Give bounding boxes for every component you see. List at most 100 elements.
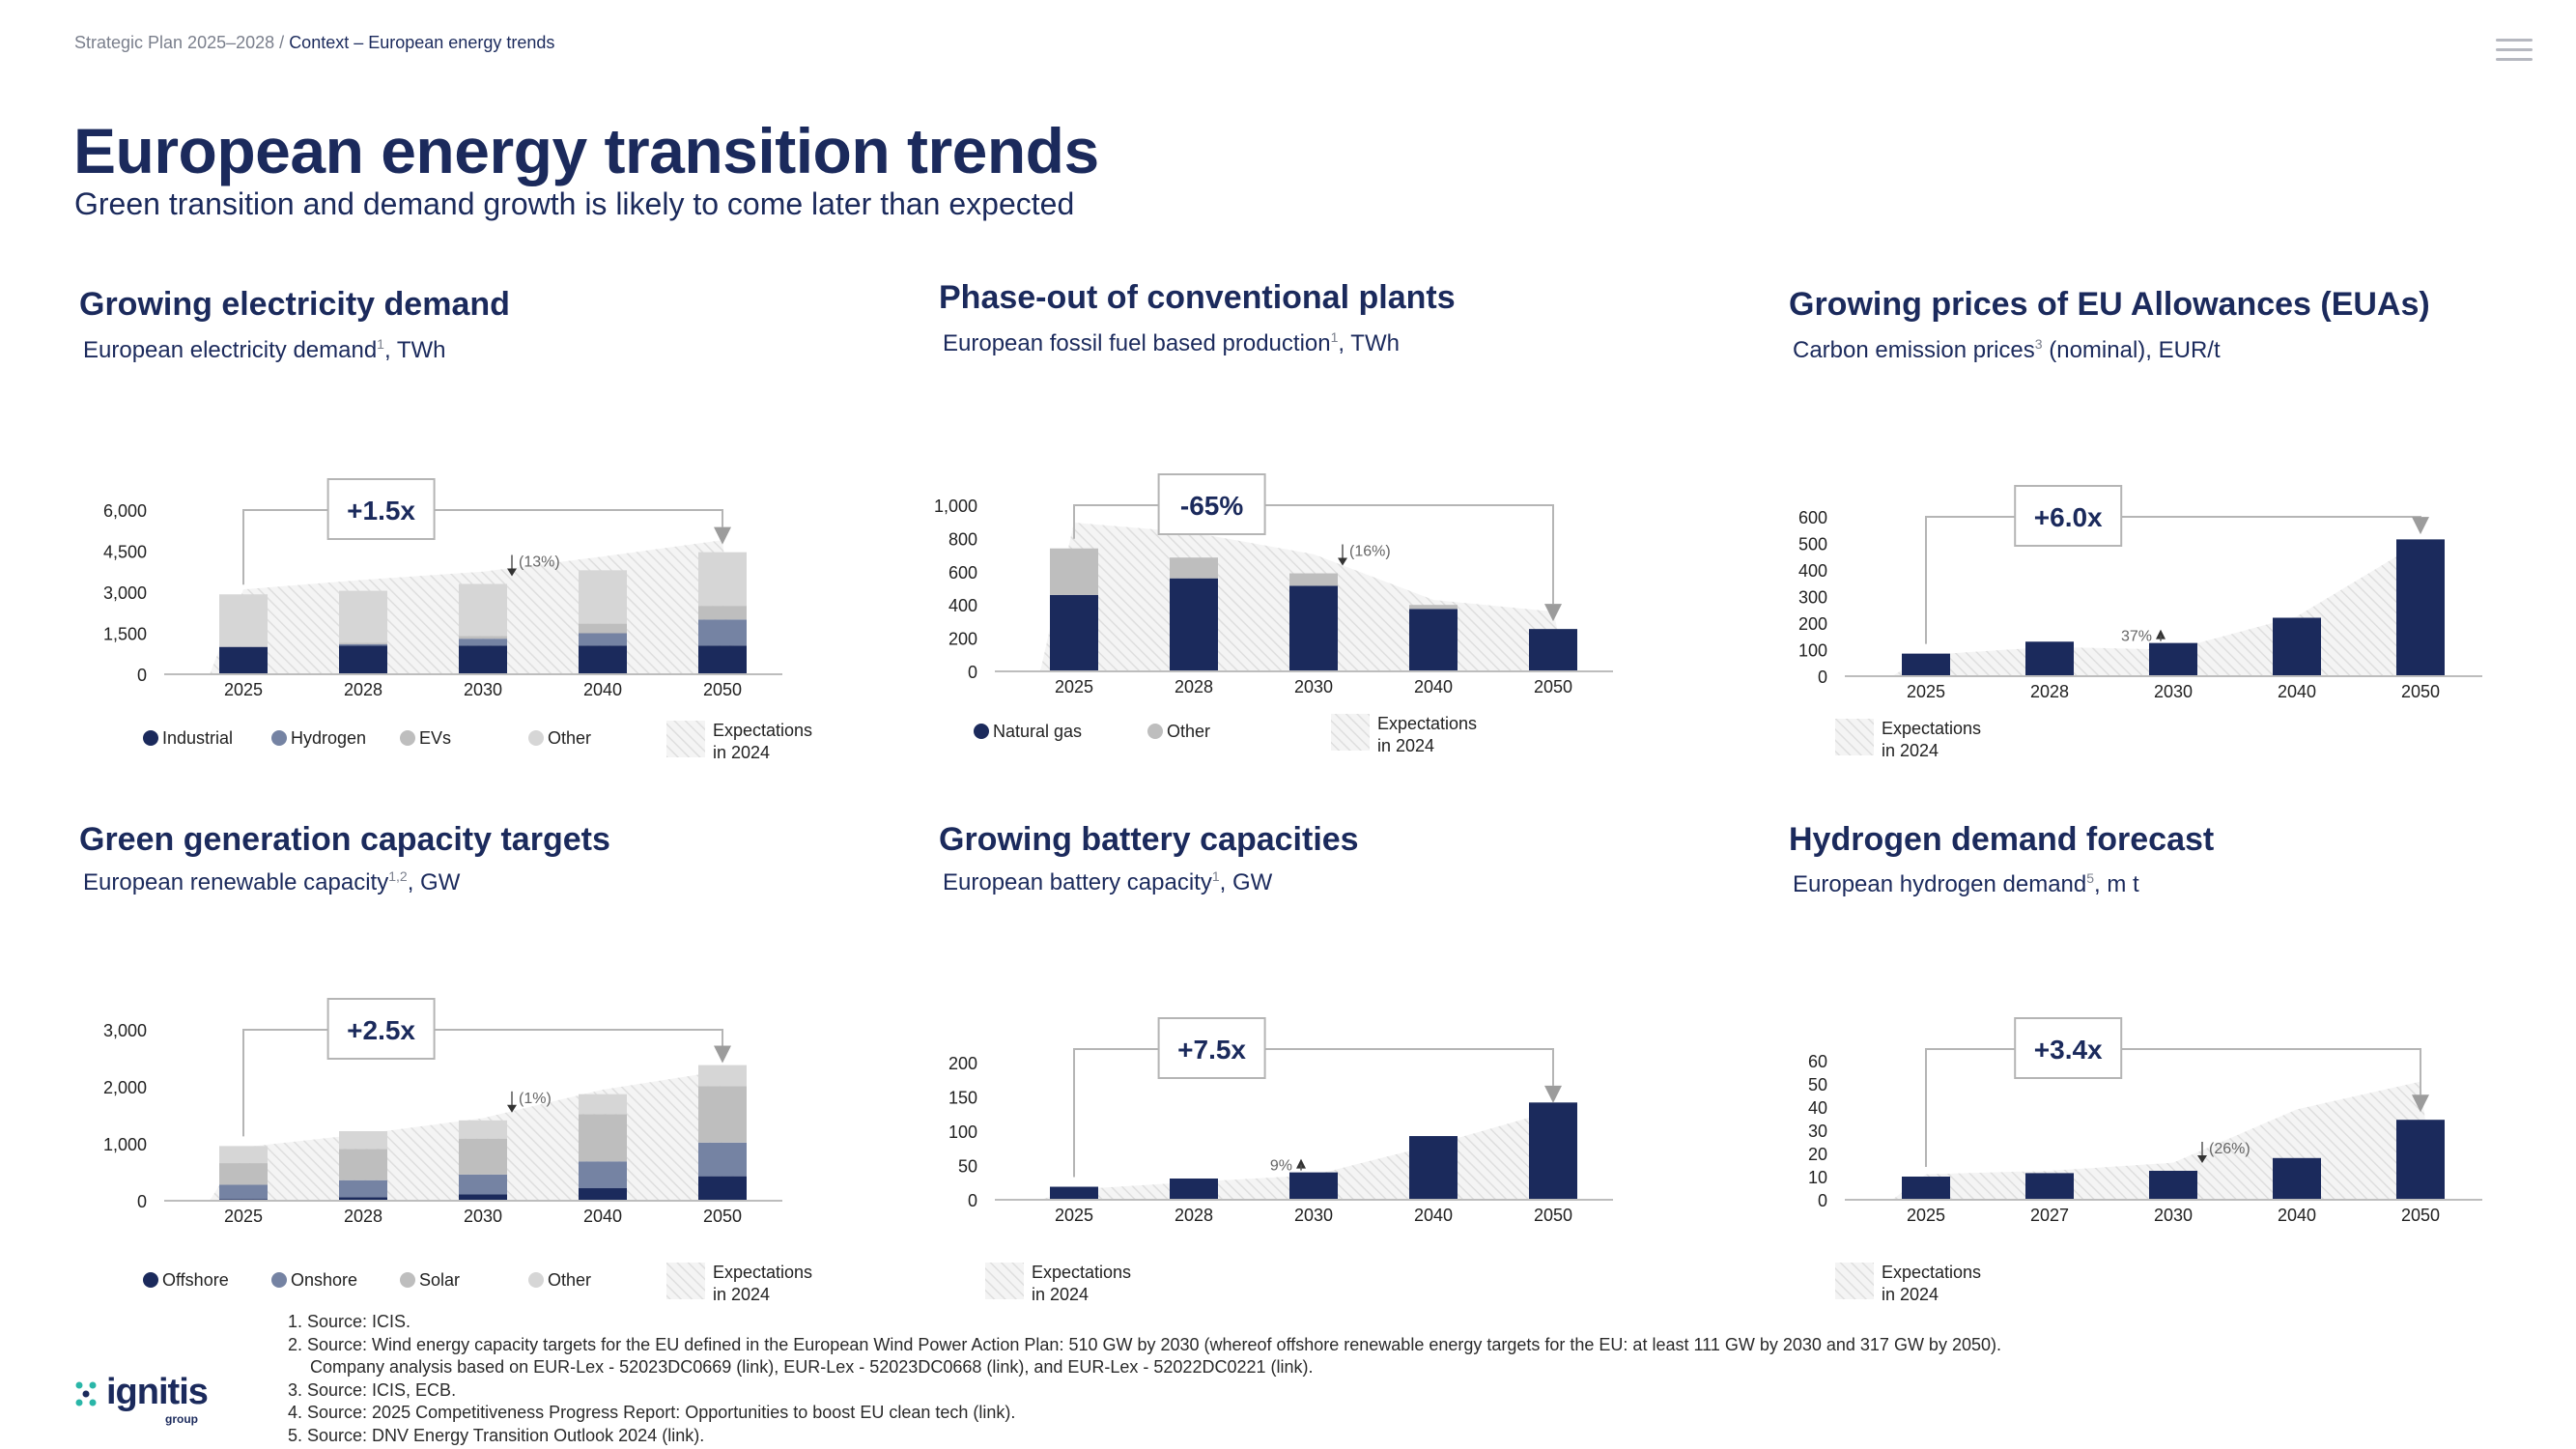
legend-expectations-swatch — [1331, 714, 1370, 751]
y-tick-label: 0 — [968, 1191, 977, 1210]
annotation-label: (26%) — [2209, 1141, 2250, 1157]
logo-word: ignitis — [106, 1372, 209, 1412]
bar-other — [1289, 573, 1338, 586]
logo-group: group — [165, 1412, 198, 1426]
y-tick-label: 200 — [948, 1054, 977, 1073]
x-tick-label: 2050 — [703, 1207, 742, 1226]
y-tick-label: 0 — [137, 1192, 147, 1211]
chart-title: Growing prices of EU Allowances (EUAs) — [1789, 286, 2430, 323]
chart-green-capacity: Green generation capacity targets Europea… — [58, 819, 831, 1304]
chart-subtitle: European hydrogen demand5, m t — [1793, 870, 2139, 897]
bar-offshore — [459, 1194, 507, 1201]
y-tick-label: 3,000 — [103, 1021, 147, 1040]
bar-other — [1409, 605, 1458, 610]
legend-expectations-line1: Expectations — [1882, 1263, 1981, 1282]
legend-label: Natural gas — [993, 722, 1082, 741]
bar-solar — [698, 1086, 747, 1143]
bar-onshore — [698, 1142, 747, 1177]
growth-bracket — [1925, 516, 2421, 644]
growth-label: +6.0x — [2034, 502, 2103, 532]
bar-other — [698, 552, 747, 607]
x-tick-label: 2040 — [1414, 1206, 1453, 1225]
chart-green-svg: Green generation capacity targets Europea… — [79, 821, 812, 1304]
bar-evs — [698, 606, 747, 620]
x-tick-label: 2030 — [464, 680, 502, 699]
menu-icon[interactable] — [2496, 39, 2533, 64]
bar-eua-price — [2396, 539, 2445, 676]
legend-expectations-swatch — [666, 721, 705, 757]
growth-label-box — [2014, 1017, 2123, 1079]
y-tick-label: 400 — [948, 596, 977, 615]
bar-other — [339, 590, 387, 643]
x-tick-label: 2030 — [2154, 682, 2193, 701]
bar-hydrogen — [339, 643, 387, 646]
y-tick-label: 0 — [1818, 668, 1827, 687]
x-tick-label: 2030 — [1294, 677, 1333, 696]
breadcrumb-root[interactable]: Strategic Plan 2025–2028 / — [74, 33, 285, 52]
page-subtitle: Green transition and demand growth is li… — [74, 186, 1075, 221]
legend-label: Other — [548, 728, 591, 748]
annotation-arrow-icon — [507, 568, 517, 577]
bar-solar — [459, 1138, 507, 1175]
x-tick-label: 2040 — [2278, 1206, 2316, 1225]
footnotes: 1. Source: ICIS. 2. Source: Wind energy … — [288, 1311, 2001, 1447]
bar-natural-gas — [1050, 594, 1098, 671]
legend-label: Hydrogen — [291, 728, 366, 748]
legend-label: Onshore — [291, 1270, 357, 1290]
y-tick-label: 50 — [958, 1157, 977, 1177]
y-tick-label: 4,500 — [103, 543, 147, 562]
bar-evs — [339, 642, 387, 644]
annotation-arrow-icon — [1296, 1158, 1306, 1169]
footnote-5[interactable]: 5. Source: DNV Energy Transition Outlook… — [288, 1425, 705, 1445]
chart-battery-capacity: Growing battery capacities European batte… — [918, 819, 1690, 1304]
annotation-arrow-icon — [507, 1104, 517, 1113]
legend-marker — [400, 1272, 415, 1288]
chart-eu-allowances: Growing prices of EU Allowances (EUAs) Ca… — [1768, 280, 2560, 773]
footnote-2: 2. Source: Wind energy capacity targets … — [288, 1334, 2001, 1354]
x-tick-label: 2025 — [1907, 1206, 1945, 1225]
y-tick-label: 30 — [1808, 1122, 1827, 1141]
legend-expectations-swatch — [666, 1263, 705, 1299]
breadcrumb-current: Context – European energy trends — [289, 33, 555, 52]
bar-other — [219, 1146, 268, 1164]
chart-conventional-svg: Phase-out of conventional plants European… — [934, 279, 1613, 755]
legend-expectations-line1: Expectations — [1032, 1263, 1131, 1282]
y-tick-label: 500 — [1798, 535, 1827, 554]
y-tick-label: 1,500 — [103, 625, 147, 644]
x-tick-label: 2030 — [464, 1207, 502, 1226]
bar-other — [459, 1120, 507, 1139]
chart-subtitle: European renewable capacity1,2, GW — [83, 868, 461, 895]
footnote-3: 3. Source: ICIS, ECB. — [288, 1379, 457, 1400]
bar-solar — [579, 1114, 627, 1162]
bar-other — [579, 570, 627, 624]
bar-hydrogen-demand — [2025, 1173, 2074, 1200]
legend-expectations-line2: in 2024 — [713, 1285, 770, 1302]
legend-marker — [528, 730, 544, 746]
x-tick-label: 2025 — [224, 1207, 263, 1226]
x-tick-label: 2028 — [2030, 682, 2069, 701]
footnote-4[interactable]: 4. Source: 2025 Competitiveness Progress… — [288, 1403, 1016, 1422]
legend-label: Offshore — [162, 1270, 229, 1290]
bar-onshore — [339, 1179, 387, 1198]
y-tick-label: 0 — [968, 663, 977, 682]
footnote-2b[interactable]: Company analysis based on EUR-Lex - 5202… — [310, 1357, 1314, 1377]
x-tick-label: 2025 — [1907, 682, 1945, 701]
growth-arrow-icon — [2412, 517, 2429, 535]
growth-label-box — [1157, 473, 1266, 535]
chart-title: Phase-out of conventional plants — [939, 279, 1456, 316]
growth-label-box — [1157, 1017, 1266, 1079]
legend-expectations-line1: Expectations — [1377, 714, 1477, 733]
legend-expectations-swatch — [1835, 1263, 1874, 1299]
growth-bracket — [242, 1029, 723, 1137]
y-tick-label: 2,000 — [103, 1078, 147, 1097]
legend-marker — [143, 1272, 158, 1288]
annotation-arrow-icon — [1338, 557, 1347, 566]
bar-other — [1170, 557, 1218, 579]
y-tick-label: 200 — [948, 630, 977, 649]
legend-marker — [271, 730, 287, 746]
bar-eua-price — [1902, 653, 1950, 676]
y-tick-label: 20 — [1808, 1145, 1827, 1164]
bar-onshore — [219, 1184, 268, 1200]
breadcrumb: Strategic Plan 2025–2028 / Context – Eur… — [74, 33, 554, 53]
legend-expectations-line2: in 2024 — [1032, 1285, 1089, 1302]
